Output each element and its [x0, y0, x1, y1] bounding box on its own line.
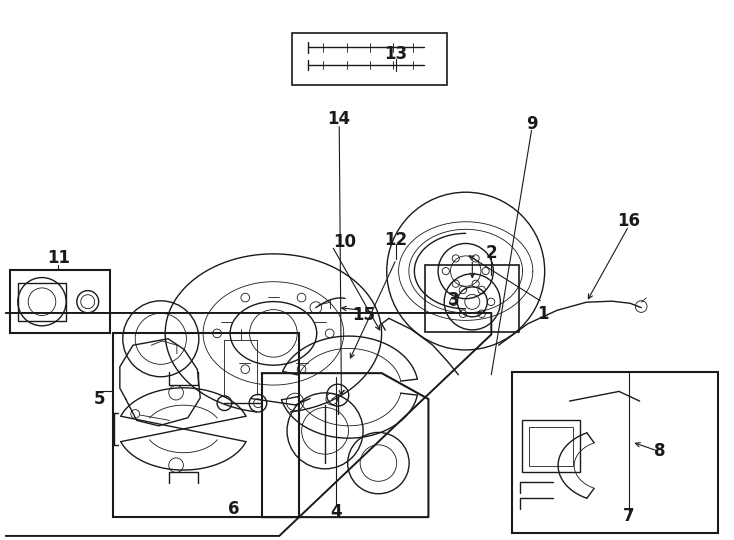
Bar — [512, 372, 718, 533]
Text: 5: 5 — [94, 390, 105, 408]
Text: 3: 3 — [448, 291, 459, 308]
Text: 11: 11 — [47, 249, 70, 267]
Text: 7: 7 — [623, 507, 635, 525]
Text: 4: 4 — [330, 503, 342, 521]
Text: 6: 6 — [228, 500, 240, 518]
Bar — [112, 333, 299, 517]
Bar — [522, 421, 580, 472]
Text: 8: 8 — [654, 442, 665, 460]
Text: 16: 16 — [617, 212, 640, 230]
Text: 9: 9 — [526, 115, 537, 133]
Text: 15: 15 — [352, 306, 375, 323]
Text: 12: 12 — [385, 232, 408, 249]
Text: 13: 13 — [385, 45, 408, 63]
Bar — [18, 282, 66, 321]
Text: 14: 14 — [327, 110, 351, 127]
Text: 10: 10 — [333, 233, 357, 251]
Text: 1: 1 — [537, 305, 548, 323]
Bar — [10, 270, 109, 333]
Bar — [529, 427, 573, 466]
Bar — [292, 32, 448, 85]
Bar — [426, 265, 519, 332]
Text: 2: 2 — [485, 244, 497, 262]
